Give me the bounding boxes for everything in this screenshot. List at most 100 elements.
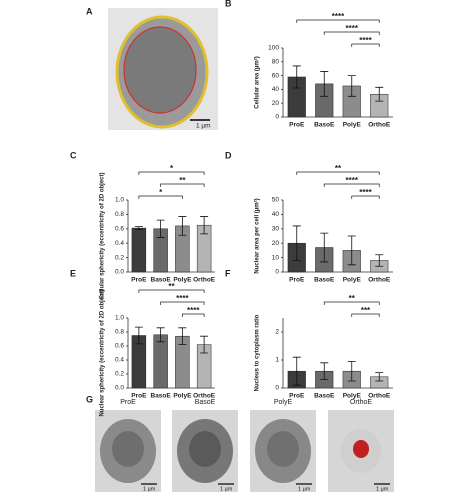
nucleus — [353, 440, 369, 458]
y-tick-label: 1.0 — [115, 315, 124, 322]
significance-bracket — [138, 195, 183, 199]
error-bar — [320, 232, 329, 263]
y-tick-label: 0.8 — [115, 211, 124, 218]
x-tick-label: OrthoE — [368, 122, 391, 129]
x-tick-label: BasoE — [314, 122, 335, 129]
significance-label: ** — [349, 294, 356, 303]
y-tick-label: 2 — [275, 329, 279, 336]
x-tick-label: BasoE — [151, 277, 172, 284]
x-tick-label: ProE — [131, 277, 147, 284]
error-bar — [156, 219, 165, 238]
significance-bracket — [323, 183, 380, 187]
y-tick-label: 80 — [272, 59, 280, 66]
error-bar — [134, 226, 143, 230]
x-tick-label: OrthoE — [193, 277, 216, 284]
y-tick-label: 0.4 — [115, 357, 124, 364]
error-bar — [347, 235, 356, 266]
y-axis-label: Nuclear sphericity (eccentricity of 2D o… — [100, 289, 106, 416]
y-tick-label: 0.2 — [115, 254, 124, 261]
scale-label: 1 µm — [196, 123, 211, 130]
scale-label: 1 µm — [220, 486, 233, 492]
y-tick-label: 1 — [275, 357, 279, 364]
y-tick-label: 60 — [272, 72, 280, 79]
y-tick-label: 0 — [275, 269, 279, 276]
x-tick-label: OrthoE — [368, 277, 391, 284]
image-title: ProE — [120, 399, 136, 406]
x-tick-label: PolyE — [343, 277, 362, 284]
nucleus — [267, 431, 299, 467]
significance-bracket — [323, 301, 380, 305]
x-tick-label: ProE — [289, 277, 305, 284]
significance-label: **** — [359, 36, 372, 45]
y-tick-label: 0.0 — [115, 269, 124, 276]
y-tick-label: 50 — [272, 197, 280, 204]
scale-label: 1 µm — [143, 486, 156, 492]
image-title: PolyE — [274, 399, 293, 406]
panel-label: E — [70, 268, 76, 278]
y-tick-label: 1.0 — [115, 197, 124, 204]
error-bar — [375, 86, 384, 102]
error-bar — [178, 327, 187, 345]
significance-label: * — [170, 164, 174, 173]
y-tick-label: 10 — [272, 254, 280, 261]
error-bar — [200, 335, 209, 354]
significance-label: * — [159, 188, 163, 197]
x-tick-label: ProE — [289, 393, 305, 400]
significance-label: ** — [335, 164, 342, 173]
x-tick-label: BasoE — [314, 393, 335, 400]
x-tick-label: PolyE — [173, 393, 192, 400]
x-tick-label: ProE — [131, 393, 147, 400]
error-bar — [347, 75, 356, 97]
y-tick-label: 0 — [275, 385, 279, 392]
significance-bracket — [351, 195, 380, 199]
significance-bracket — [296, 171, 380, 175]
y-tick-label: 20 — [272, 240, 280, 247]
significance-label: ** — [179, 176, 186, 185]
x-tick-label: PolyE — [343, 393, 362, 400]
significance-label: **** — [359, 188, 372, 197]
error-bar — [178, 216, 187, 236]
panel-label: B — [225, 0, 232, 8]
significance-label: ** — [168, 282, 175, 291]
y-axis-label: Cellular area (µm²) — [254, 56, 261, 108]
error-bar — [292, 225, 301, 261]
y-axis-label: Nuclear area per cell (µm²) — [254, 198, 261, 273]
y-tick-label: 0.0 — [115, 385, 124, 392]
panel-a: A 1 µm — [86, 6, 218, 130]
significance-bracket — [351, 313, 380, 317]
error-bar — [320, 362, 329, 380]
x-tick-label: PolyE — [173, 277, 192, 284]
error-bar — [156, 327, 165, 343]
y-tick-label: 0.2 — [115, 371, 124, 378]
significance-label: **** — [346, 176, 359, 185]
panel-label: F — [225, 268, 231, 278]
error-bar — [375, 372, 384, 382]
y-tick-label: 40 — [272, 211, 280, 218]
bar — [153, 334, 168, 389]
significance-label: **** — [187, 306, 200, 315]
error-bar — [320, 71, 329, 97]
x-tick-label: PolyE — [343, 122, 362, 129]
significance-bracket — [182, 313, 205, 317]
significance-bracket — [138, 289, 205, 293]
panel-label: G — [86, 394, 93, 404]
y-axis-label: Cellular sphericity (eccentricity of 2D … — [100, 172, 106, 299]
y-tick-label: 30 — [272, 226, 280, 233]
significance-bracket — [160, 301, 205, 305]
significance-bracket — [351, 43, 380, 47]
error-bar — [292, 65, 301, 89]
significance-label: **** — [332, 12, 345, 21]
panel-label: C — [70, 150, 77, 160]
error-bar — [292, 356, 301, 386]
scale-label: 1 µm — [376, 486, 389, 492]
nucleus — [189, 431, 221, 467]
y-axis-label: Nucleus to cytoplasm ratio — [255, 314, 261, 391]
panel-label: D — [225, 150, 232, 160]
y-tick-label: 0.4 — [115, 240, 124, 247]
significance-bracket — [160, 183, 205, 187]
panel-g: G ProE 1 µm BasoE 1 µm PolyE 1 µm OrthoE 1 µm — [86, 394, 394, 492]
error-bar — [375, 254, 384, 267]
image-title: BasoE — [195, 399, 216, 406]
y-tick-label: 40 — [272, 86, 280, 93]
